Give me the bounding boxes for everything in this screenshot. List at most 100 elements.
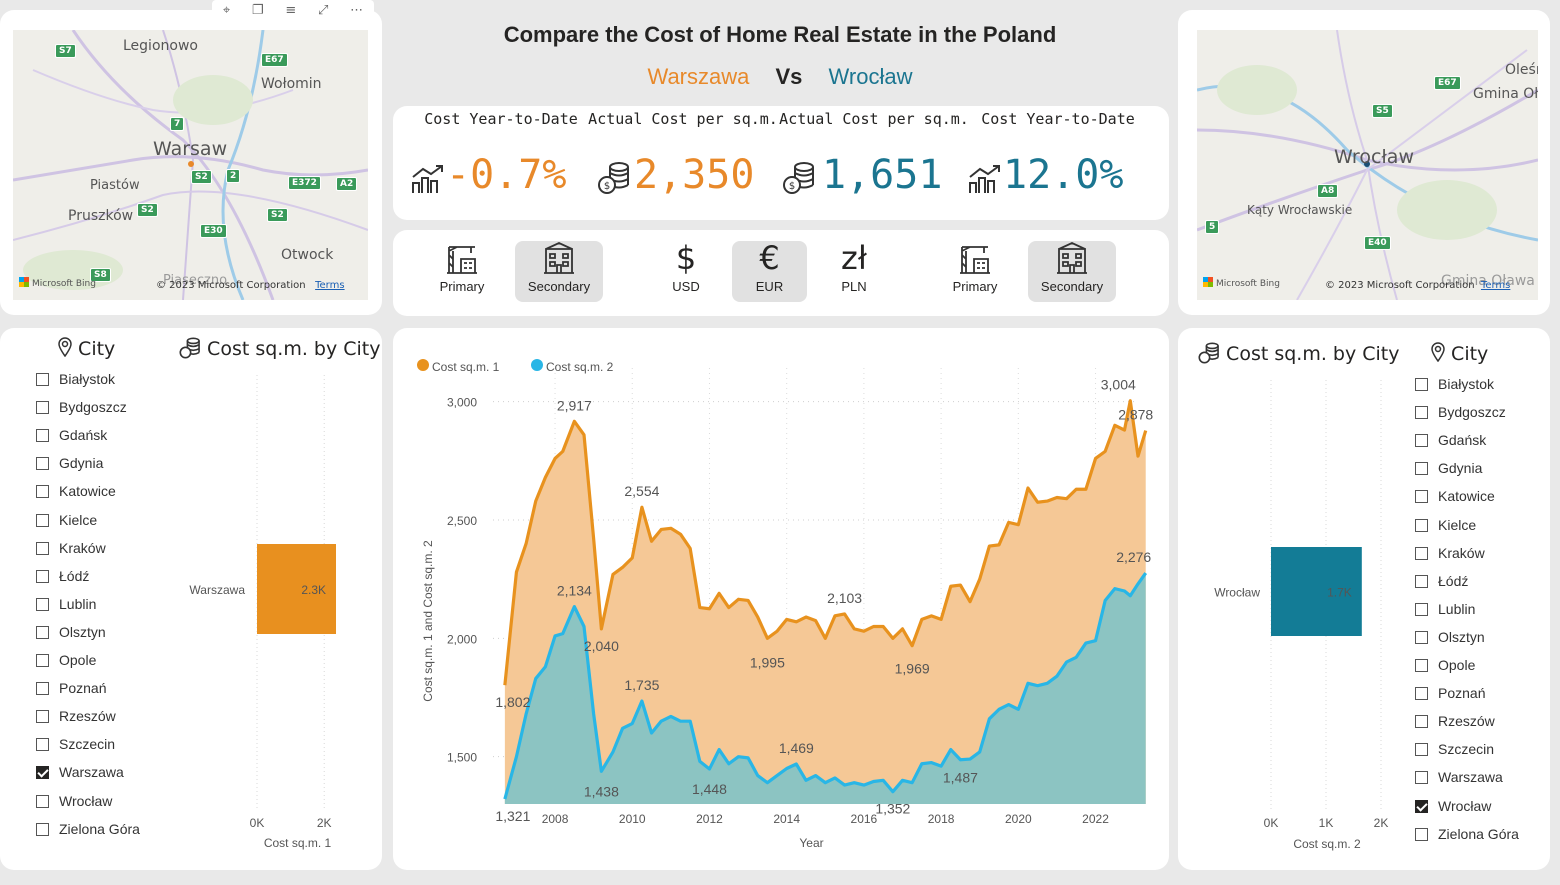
checkbox[interactable] <box>1415 630 1428 644</box>
slicer-item[interactable]: Szczecin <box>1415 742 1494 760</box>
checkbox[interactable] <box>1415 771 1428 785</box>
data-label: 2,554 <box>624 483 659 499</box>
area-series-1 <box>504 400 1146 804</box>
focus-mode-icon[interactable]: ⤢ <box>317 2 329 18</box>
checkbox[interactable] <box>36 597 49 611</box>
slicer-item[interactable]: Kraków <box>36 541 106 559</box>
x-tick-label: 2010 <box>619 812 646 826</box>
checkbox[interactable] <box>1415 602 1428 616</box>
checkbox[interactable] <box>1415 546 1428 560</box>
map-copyright: © 2023 Microsoft Corporation Terms <box>1325 280 1510 291</box>
checkbox[interactable] <box>1415 490 1428 504</box>
slicer-item[interactable]: Olsztyn <box>36 625 106 643</box>
more-options-icon[interactable]: ⋯ <box>350 2 364 18</box>
x-axis-title: Cost sq.m. 2 <box>1293 837 1361 851</box>
usd-button[interactable]: $ USD <box>660 241 712 302</box>
checkbox[interactable] <box>1415 518 1428 532</box>
map-label: Kąty Wrocławskie <box>1247 203 1353 217</box>
checkbox[interactable] <box>1415 743 1428 757</box>
slicer-item[interactable]: Wrocław <box>1415 799 1491 817</box>
slicer-item[interactable]: Warszawa <box>1415 770 1503 788</box>
slicer-item[interactable]: Zielona Góra <box>36 822 140 840</box>
checkbox[interactable] <box>1415 827 1428 841</box>
slicer-item[interactable]: Warszawa <box>36 765 124 783</box>
map-warszawa[interactable]: Legionowo Wołomin Warsaw Piastów Pruszkó… <box>13 30 368 300</box>
slicer-item[interactable]: Katowice <box>36 484 116 502</box>
slicer-item[interactable]: Poznań <box>36 681 106 699</box>
slicer-item[interactable]: Gdańsk <box>1415 433 1486 451</box>
checkbox-checked[interactable] <box>36 766 49 780</box>
checkbox[interactable] <box>36 373 49 386</box>
checkbox[interactable] <box>36 794 49 808</box>
category-label: Wrocław <box>1214 586 1260 600</box>
bar <box>1271 547 1362 636</box>
checkbox[interactable] <box>36 429 49 443</box>
checkbox[interactable] <box>36 513 49 527</box>
checkbox[interactable] <box>1415 687 1428 701</box>
slicer-item[interactable]: Lublin <box>1415 602 1475 620</box>
slicer-item[interactable]: Katowice <box>1415 489 1495 507</box>
slicer-item-label: Bydgoszcz <box>1438 404 1506 421</box>
kpi-label: Cost Year-to-Date <box>981 110 1135 128</box>
slicer-item[interactable]: Białystok <box>1415 377 1494 395</box>
map-wroclaw[interactable]: Oleśn Gmina Oł Wrocław Kąty Wrocławskie … <box>1197 30 1538 300</box>
slicer-item-label: Wrocław <box>59 792 113 809</box>
slicer-item-label: Kielce <box>59 511 98 528</box>
checkbox[interactable] <box>36 457 49 471</box>
checkbox-checked[interactable] <box>1415 799 1428 813</box>
slicer-item[interactable]: Kielce <box>1415 518 1476 536</box>
slicer-item[interactable]: Białystok <box>36 372 115 390</box>
slicer-item[interactable]: Rzeszów <box>1415 714 1495 732</box>
data-label: 3,004 <box>1101 377 1136 393</box>
slicer-item[interactable]: Łódź <box>36 569 89 587</box>
slicer-item[interactable]: Opole <box>36 653 96 671</box>
checkbox[interactable] <box>36 569 49 583</box>
slicer-item-label: Rzeszów <box>1438 713 1495 730</box>
slicer-item[interactable]: Kraków <box>1415 546 1485 564</box>
secondary-button-city2[interactable]: Secondary <box>1028 241 1116 302</box>
slicer-item[interactable]: Lublin <box>36 597 96 615</box>
bar-chart-title-text: Cost sq.m. by City <box>207 338 381 360</box>
checkbox[interactable] <box>36 625 49 639</box>
checkbox[interactable] <box>36 401 49 415</box>
slicer-item[interactable]: Opole <box>1415 658 1475 676</box>
terms-link[interactable]: Terms <box>315 280 345 291</box>
slicer-item[interactable]: Wrocław <box>36 794 112 812</box>
slicer-item[interactable]: Łódź <box>1415 574 1468 592</box>
pin-icon[interactable]: ⌖ <box>222 2 231 18</box>
checkbox[interactable] <box>1415 434 1428 448</box>
checkbox[interactable] <box>36 654 49 667</box>
primary-button-city1[interactable]: Primary <box>428 241 496 302</box>
copy-icon[interactable]: ❐ <box>251 2 264 18</box>
checkbox[interactable] <box>1415 715 1428 729</box>
checkbox[interactable] <box>1415 378 1428 391</box>
slicer-item[interactable]: Szczecin <box>36 737 115 755</box>
checkbox[interactable] <box>36 682 49 696</box>
slicer-item[interactable]: Poznań <box>1415 686 1485 704</box>
checkbox[interactable] <box>1415 574 1428 588</box>
slicer-item[interactable]: Kielce <box>36 513 97 531</box>
checkbox[interactable] <box>1415 659 1428 672</box>
pln-button[interactable]: zł PLN <box>828 241 880 302</box>
slicer-item[interactable]: Gdynia <box>36 456 103 474</box>
checkbox[interactable] <box>36 710 49 724</box>
checkbox[interactable] <box>36 541 49 555</box>
primary-button-city2[interactable]: Primary <box>941 241 1009 302</box>
bar-data-label: 2.3K <box>301 583 326 597</box>
eur-button[interactable]: € EUR <box>732 241 807 302</box>
filter-icon[interactable]: ≡ <box>285 2 297 18</box>
slicer-item[interactable]: Olsztyn <box>1415 630 1485 648</box>
slicer-item[interactable]: Bydgoszcz <box>36 400 127 418</box>
checkbox[interactable] <box>36 822 49 836</box>
terms-link[interactable]: Terms <box>1480 280 1511 291</box>
checkbox[interactable] <box>36 738 49 752</box>
slicer-item[interactable]: Gdańsk <box>36 428 107 446</box>
slicer-item[interactable]: Rzeszów <box>36 709 116 727</box>
checkbox[interactable] <box>1415 462 1428 476</box>
checkbox[interactable] <box>36 485 49 499</box>
slicer-item[interactable]: Zielona Góra <box>1415 827 1519 845</box>
slicer-item[interactable]: Bydgoszcz <box>1415 405 1506 423</box>
checkbox[interactable] <box>1415 406 1428 420</box>
secondary-button-city1[interactable]: Secondary <box>515 241 603 302</box>
slicer-item[interactable]: Gdynia <box>1415 461 1482 479</box>
